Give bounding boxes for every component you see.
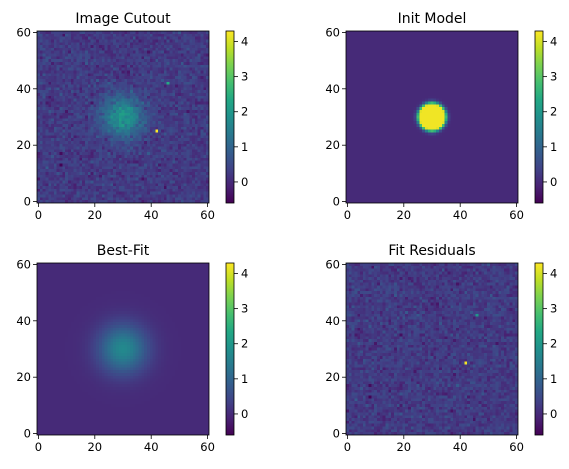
subplot-3: Best-Fit 0 20 40 60 0 20 40 60 0 1 2 3 4: [16, 243, 248, 454]
x-tick-label: 0: [35, 208, 42, 222]
colorbar-tick-label: 2: [241, 337, 248, 351]
y-tick-label: 0: [333, 195, 340, 209]
y-tick-label: 0: [333, 427, 340, 441]
colorbar: [534, 30, 544, 204]
colorbar-tick-label: 1: [550, 140, 557, 154]
y-tick-label: 60: [325, 25, 340, 39]
axes-frame: [36, 30, 210, 204]
subplot-4: Fit Residuals 0 20 40 60 0 20 40 60 0 1 2 3 4: [325, 243, 557, 454]
colorbar-tick-label: 3: [550, 70, 557, 84]
y-tick-label: 40: [325, 82, 340, 96]
subplot-title: Image Cutout: [75, 11, 171, 27]
y-tick-label: 60: [325, 257, 340, 271]
x-tick-label: 60: [509, 208, 524, 222]
colorbar: [534, 262, 544, 436]
x-tick-label: 20: [87, 208, 102, 222]
colorbar-tick-label: 3: [550, 302, 557, 316]
colorbar-tick-label: 4: [241, 35, 248, 49]
x-tick-label: 60: [200, 208, 215, 222]
y-tick-label: 60: [16, 25, 31, 39]
axes-frame: [345, 262, 519, 436]
x-tick-label: 40: [144, 208, 159, 222]
y-tick-label: 20: [325, 138, 340, 152]
axes-frame: [36, 262, 210, 436]
subplot-title: Fit Residuals: [388, 243, 475, 259]
y-tick-label: 40: [325, 314, 340, 328]
x-tick-label: 20: [87, 440, 102, 454]
colorbar-tick-label: 2: [550, 337, 557, 351]
colorbar-tick-label: 0: [550, 175, 557, 189]
axes-frame: [345, 30, 519, 204]
colorbar-tick-label: 0: [241, 407, 248, 421]
colorbar: [225, 30, 235, 204]
y-tick-label: 40: [16, 82, 31, 96]
x-tick-label: 60: [509, 440, 524, 454]
colorbar-tick-label: 3: [241, 70, 248, 84]
colorbar-tick-label: 4: [550, 267, 557, 281]
x-tick-label: 40: [453, 208, 468, 222]
y-tick-label: 20: [325, 370, 340, 384]
heatmap-image: [37, 31, 209, 203]
x-tick-label: 0: [344, 208, 351, 222]
x-tick-label: 0: [35, 440, 42, 454]
colorbar-tick-label: 1: [241, 372, 248, 386]
x-tick-label: 20: [396, 440, 411, 454]
y-tick-label: 60: [16, 257, 31, 271]
colorbar-tick-label: 1: [241, 140, 248, 154]
colorbar-tick-label: 2: [241, 105, 248, 119]
x-tick-label: 60: [200, 440, 215, 454]
y-tick-label: 20: [16, 370, 31, 384]
colorbar-tick-label: 2: [550, 105, 557, 119]
x-tick-label: 40: [144, 440, 159, 454]
colorbar-tick-label: 4: [241, 267, 248, 281]
subplot-1: Image Cutout 0 20 40 60 0 20 40 60 0 1 2 3 4: [16, 11, 248, 222]
colorbar-tick-label: 1: [550, 372, 557, 386]
subplot-title: Best-Fit: [97, 243, 150, 259]
y-tick-label: 0: [24, 427, 31, 441]
x-tick-label: 0: [344, 440, 351, 454]
y-tick-label: 40: [16, 314, 31, 328]
subplot-title: Init Model: [398, 11, 467, 27]
x-tick-label: 20: [396, 208, 411, 222]
colorbar-tick-label: 0: [241, 175, 248, 189]
heatmap-image: [346, 31, 518, 203]
colorbar-tick-label: 3: [241, 302, 248, 316]
colorbar-tick-label: 4: [550, 35, 557, 49]
colorbar-tick-label: 0: [550, 407, 557, 421]
x-tick-label: 40: [453, 440, 468, 454]
colorbar: [225, 262, 235, 436]
y-tick-label: 0: [24, 195, 31, 209]
heatmap-image: [37, 263, 209, 435]
subplot-2: Init Model 0 20 40 60 0 20 40 60 0 1 2 3 4: [325, 11, 557, 222]
y-tick-label: 20: [16, 138, 31, 152]
heatmap-image: [346, 263, 518, 435]
